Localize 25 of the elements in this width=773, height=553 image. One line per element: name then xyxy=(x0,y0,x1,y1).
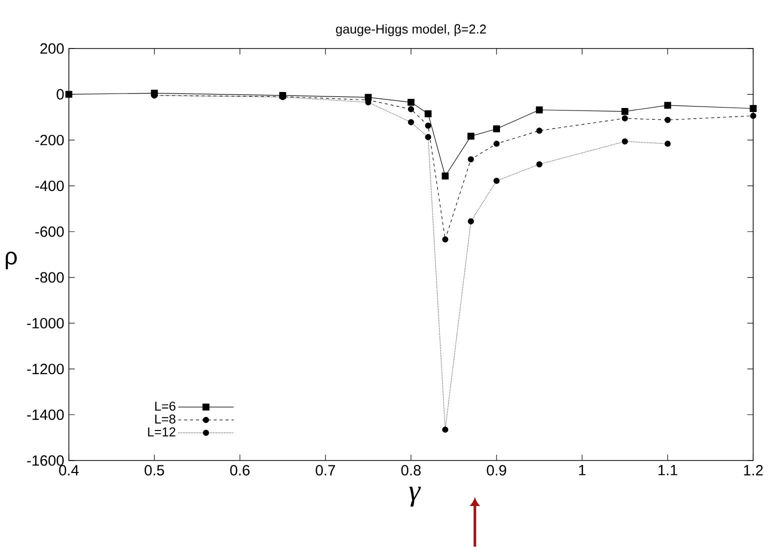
x-tick-label: 0.4 xyxy=(59,465,79,476)
x-tick-label: 1 xyxy=(579,465,586,476)
y-tick-label: -1400 xyxy=(27,410,64,420)
x-tick-label: 1.1 xyxy=(658,465,678,476)
legend-label: L=6 xyxy=(155,402,176,411)
y-tick-label: 200 xyxy=(40,43,64,54)
x-tick-label: 0.7 xyxy=(316,465,336,476)
y-tick-label: -1200 xyxy=(27,364,64,374)
legend-label: L=8 xyxy=(155,414,176,424)
legend-label: L=12 xyxy=(148,428,176,436)
x-tick-label: 0.6 xyxy=(230,465,250,476)
x-tick-label: 0.5 xyxy=(144,465,164,476)
x-tick-label: 0.9 xyxy=(486,465,506,476)
y-tick-label: -600 xyxy=(35,226,64,238)
y-tick-label: -800 xyxy=(35,272,64,283)
chart-title: gauge-Higgs model, β=2.2 xyxy=(336,24,486,36)
x-axis-title: γ xyxy=(409,486,421,507)
y-axis-title: ρ xyxy=(6,252,17,270)
y-tick-label: -400 xyxy=(35,180,64,192)
x-tick-label: 0.8 xyxy=(401,465,421,476)
y-tick-label: -200 xyxy=(35,135,64,146)
y-tick-label: -1600 xyxy=(27,455,64,466)
y-tick-label: 0 xyxy=(56,89,64,100)
y-tick-label: -1000 xyxy=(27,318,64,329)
x-tick-label: 1.2 xyxy=(744,465,763,476)
